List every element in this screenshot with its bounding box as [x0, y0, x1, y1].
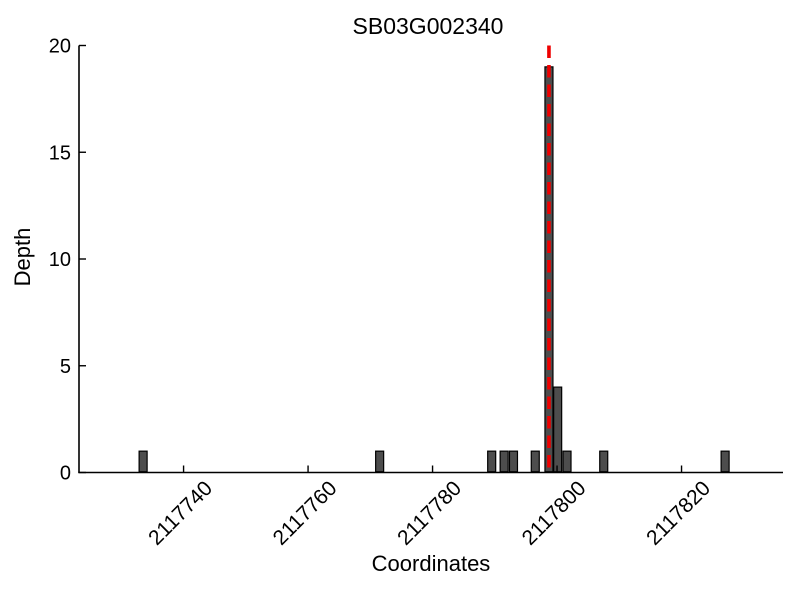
x-tick-label: 2117780 [393, 477, 466, 550]
y-tick-label: 10 [49, 249, 71, 271]
depth-bar [720, 450, 730, 473]
depth-bar [487, 450, 497, 473]
y-tick-label: 5 [60, 356, 71, 378]
x-tick-label: 2117740 [144, 477, 217, 550]
x-tick-label: 2117820 [642, 477, 715, 550]
depth-bar [562, 450, 572, 473]
depth-bar [599, 450, 609, 473]
depth-bar [375, 450, 385, 473]
depth-bar [138, 450, 148, 473]
chart-title: SB03G002340 [352, 13, 504, 39]
depth-bar [530, 450, 540, 473]
x-tick-label: 2117800 [518, 477, 591, 550]
x-tick-label: 2117760 [269, 477, 342, 550]
depth-bar [508, 450, 519, 473]
depth-bar [499, 450, 509, 473]
y-tick-label: 15 [49, 142, 71, 164]
y-tick-label: 20 [49, 36, 71, 58]
y-tick-label: 0 [60, 463, 71, 485]
x-axis-label: Coordinates [371, 551, 491, 576]
depth-bar [553, 386, 563, 473]
y-axis-label: Depth [10, 227, 35, 287]
